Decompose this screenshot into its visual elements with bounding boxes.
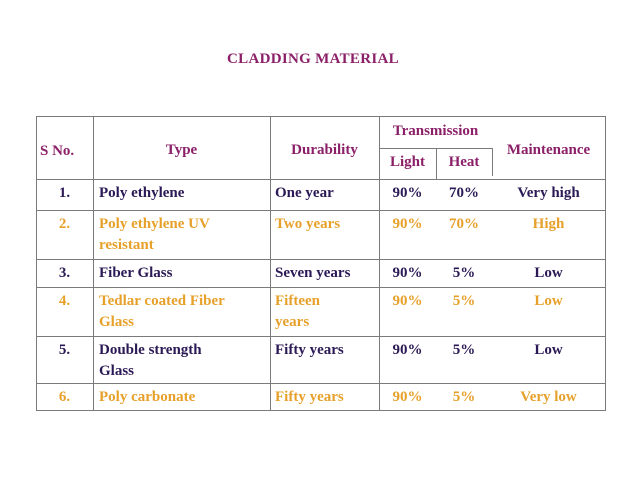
table-header-divider xyxy=(36,179,606,180)
cell-type: Tedlar coated Fiber xyxy=(99,293,225,309)
table-border-bottom xyxy=(36,410,606,411)
cell-light: 90% xyxy=(392,185,423,201)
cell-maintenance: Low xyxy=(534,342,563,358)
table-row-divider xyxy=(36,287,606,288)
cell-sno: 1. xyxy=(58,185,71,201)
table-row-divider xyxy=(36,210,606,211)
cell-sno: 6. xyxy=(58,389,71,405)
cell-type: Poly carbonate xyxy=(99,389,196,405)
header-transmission: Transmission xyxy=(392,123,479,139)
cell-light: 90% xyxy=(392,293,423,309)
cell-maintenance: Very high xyxy=(517,185,580,201)
cell-sno: 5. xyxy=(58,342,71,358)
cell-heat: 5% xyxy=(452,342,476,358)
cell-heat: 70% xyxy=(449,185,479,201)
heat-maintenance-divider xyxy=(492,148,493,176)
cell-heat: 5% xyxy=(452,293,476,309)
cell-maintenance: Very low xyxy=(520,389,577,405)
transmission-subheader-divider xyxy=(379,148,492,149)
cell-type: Glass xyxy=(99,363,135,379)
light-heat-divider xyxy=(436,148,437,180)
header-heat: Heat xyxy=(448,154,480,170)
table-border-left xyxy=(36,116,37,411)
cell-durability: Two years xyxy=(275,216,341,232)
cell-durability: One year xyxy=(275,185,334,201)
table-border-right xyxy=(605,116,606,411)
table-border-top xyxy=(36,116,606,117)
table-column-divider xyxy=(379,116,380,411)
cell-sno: 4. xyxy=(58,293,71,309)
header-sno: S No. xyxy=(40,143,75,159)
cell-durability: Fifteen xyxy=(275,293,320,309)
cell-type: Glass xyxy=(99,314,135,330)
cell-heat: 5% xyxy=(452,265,476,281)
cell-light: 90% xyxy=(392,216,423,232)
cell-durability: years xyxy=(275,314,310,330)
cladding-material-table: S No. Type Durability Transmission Light… xyxy=(36,116,606,411)
cell-light: 90% xyxy=(392,342,423,358)
cell-type: Fiber Glass xyxy=(99,265,173,281)
cell-type: Poly ethylene UV xyxy=(99,216,210,232)
header-type: Type xyxy=(165,142,198,158)
cell-type: Poly ethylene xyxy=(99,185,185,201)
header-maintenance: Maintenance xyxy=(506,142,591,158)
cell-light: 90% xyxy=(392,389,423,405)
cell-maintenance: High xyxy=(532,216,565,232)
cell-durability: Fifty years xyxy=(275,342,344,358)
cell-durability: Fifty years xyxy=(275,389,344,405)
cell-heat: 70% xyxy=(449,216,479,232)
cell-heat: 5% xyxy=(452,389,476,405)
table-row-divider xyxy=(36,336,606,337)
cell-type: resistant xyxy=(99,237,154,253)
page-title: CLADDING MATERIAL xyxy=(227,51,399,67)
table-column-divider xyxy=(93,116,94,411)
cell-sno: 3. xyxy=(58,265,71,281)
header-light: Light xyxy=(389,154,425,170)
cell-sno: 2. xyxy=(58,216,71,232)
cell-maintenance: Low xyxy=(534,293,563,309)
cell-durability: Seven years xyxy=(275,265,351,281)
cell-light: 90% xyxy=(392,265,423,281)
cell-maintenance: Low xyxy=(534,265,563,281)
table-row-divider xyxy=(36,383,606,384)
table-column-divider xyxy=(270,116,271,411)
header-durability: Durability xyxy=(291,142,358,158)
cell-type: Double strength xyxy=(99,342,202,358)
table-row-divider xyxy=(36,259,606,260)
